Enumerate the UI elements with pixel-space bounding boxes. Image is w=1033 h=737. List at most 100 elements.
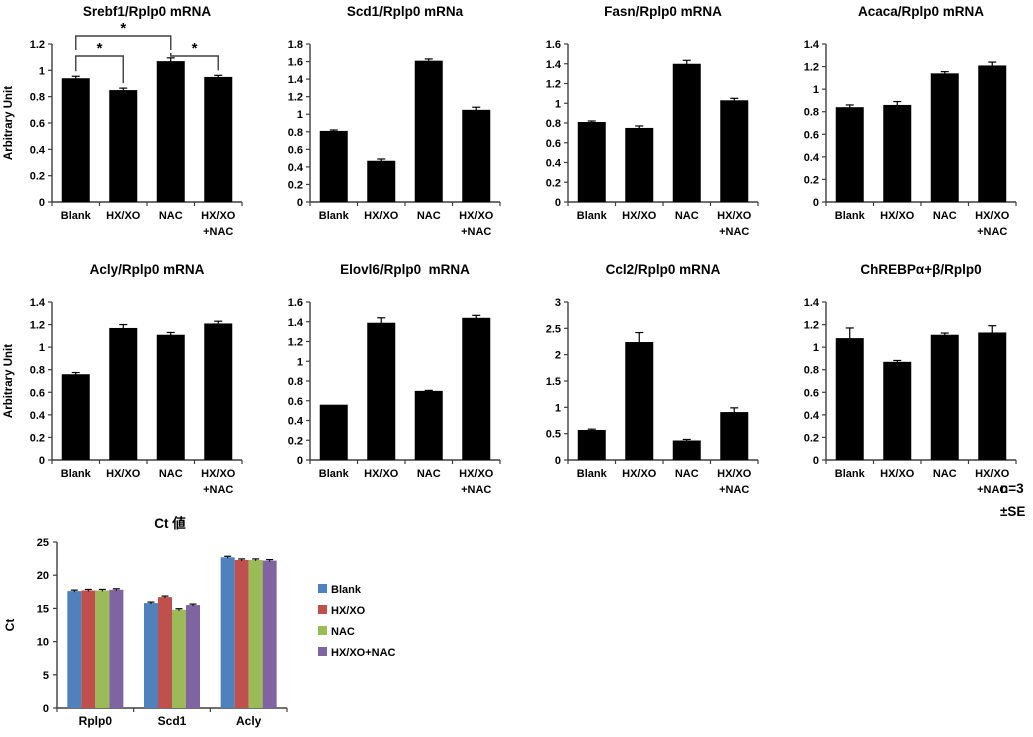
y-tick-label: 0.4 xyxy=(30,144,46,156)
chart-acaca-rplp0-mrna: Acaca/Rplp0 mRNA 0 0.2 0.4 0.6 0.8 1 1.2 1.4 Blan… xyxy=(774,0,1032,259)
y-tick-label: 1 xyxy=(813,342,819,354)
x-category-label: HX/XO xyxy=(622,210,657,222)
x-category-label: Blank xyxy=(61,468,92,480)
bar-HX/XO xyxy=(109,90,138,202)
y-tick-label: 1.4 xyxy=(288,74,304,86)
x-category-label: HX/XO xyxy=(622,468,657,480)
bar-HX/XO+NAC xyxy=(204,76,233,202)
y-tick-label: 1.4 xyxy=(804,297,820,309)
bar-NAC xyxy=(672,440,701,460)
legend-swatch-HX/XO+NAC xyxy=(318,647,327,656)
bar-HX/XO xyxy=(625,127,654,202)
bar-Acly-NAC xyxy=(248,559,263,708)
y-axis-label: Arbitrary Unit xyxy=(3,86,15,160)
y-tick-label: 1 xyxy=(555,402,561,414)
y-tick-label: 1.6 xyxy=(288,57,303,69)
y-tick-label: 1.4 xyxy=(30,297,46,309)
x-category-label: Blank xyxy=(61,210,92,222)
x-category-label: NAC xyxy=(675,468,699,480)
chart-scd1-rplp0-mrna: Scd1/Rplp0 mRNa 0 0.2 0.4 0.6 0.8 1 1.2 1.4 1.6 1.… xyxy=(258,0,516,259)
chart-title: Srebf1/Rplp0 mRNA xyxy=(83,4,212,19)
chart-svg-acly: Acly/Rplp0 mRNA Arbitrary Unit 0 0.2 0.4 0.6 0… xyxy=(3,262,243,496)
y-tick-label: 1.2 xyxy=(804,320,819,332)
x-category-label: HX/XO xyxy=(106,210,141,222)
chart-elovl6-rplp0-mrna: Elovl6/Rplp0 mRNA 0 0.2 0.4 0.6 0.8 1 1.2 1.4 1.6… xyxy=(258,258,516,517)
y-tick-label: 1.5 xyxy=(546,376,561,388)
y-tick-label: 0.8 xyxy=(288,127,303,139)
chart-svg-scd1: Scd1/Rplp0 mRNa 0 0.2 0.4 0.6 0.8 1 1.2 1.4 1.6 1.… xyxy=(288,4,501,238)
y-tick-label: 0.8 xyxy=(804,365,819,377)
y-tick-label: 0.4 xyxy=(30,410,46,422)
y-tick-label: 0.6 xyxy=(288,144,303,156)
x-category-label: HX/XO xyxy=(459,210,494,222)
chart-title: ChREBPα+β/Rplp0 xyxy=(860,262,981,277)
y-tick-label: 0.2 xyxy=(288,179,303,191)
bar-Rplp0-NAC xyxy=(95,590,110,708)
bar-Acly-Blank xyxy=(220,557,235,708)
x-category-label: NAC xyxy=(159,210,183,222)
bar-Scd1-Blank xyxy=(144,603,158,708)
chart-svg-elovl6: Elovl6/Rplp0 mRNA 0 0.2 0.4 0.6 0.8 1 1.2 1.4 1.6… xyxy=(288,262,501,496)
chart-svg-chrebp: ChREBPα+β/Rplp0 0 0.2 0.4 0.6 0.8 1 1.2 1.4 Blank… xyxy=(804,262,1017,496)
bar-HX/XO+NAC xyxy=(462,109,491,202)
bar-Blank xyxy=(835,338,864,460)
bar-HX/XO+NAC xyxy=(720,100,749,202)
chart-title: Acaca/Rplp0 mRNA xyxy=(858,4,984,19)
x-category-label: Blank xyxy=(319,210,350,222)
x-category-label: HX/XO xyxy=(459,468,494,480)
y-tick-label: 1 xyxy=(39,342,45,354)
y-tick-label: 0 xyxy=(813,455,819,467)
y-tick-label: 1.2 xyxy=(804,62,819,74)
y-tick-label: 0.6 xyxy=(30,118,45,130)
bar-HX/XO xyxy=(883,104,912,202)
y-tick-label: 0 xyxy=(297,197,303,209)
y-tick-label: 0.2 xyxy=(546,177,561,189)
chart-ct-values: Ct 値 Ct 0 5 10 15 20 25 Rplp0 Scd1 Acly Blank HX/XO N… xyxy=(0,512,520,737)
legend-label-HX/XO: HX/XO xyxy=(331,605,366,617)
chart-svg-ccl2: Ccl2/Rplp0 mRNA 0 0.5 1 1.5 2 2.5 3 Blank HX/XO NA… xyxy=(546,262,759,496)
x-category-label: HX/XO xyxy=(201,210,236,222)
x-category-label: +NAC xyxy=(719,226,749,238)
y-tick-label: 1 xyxy=(813,84,819,96)
bar-HX/XO+NAC xyxy=(204,323,233,460)
chart-title: Ccl2/Rplp0 mRNA xyxy=(606,262,721,277)
x-category-label: Blank xyxy=(319,468,350,480)
bar-HX/XO+NAC xyxy=(462,317,491,460)
stats-note: n=3 ±SE xyxy=(1000,477,1025,523)
significance-asterisk: * xyxy=(192,40,198,57)
bar-Blank xyxy=(319,404,348,460)
significance-bracket xyxy=(75,55,124,84)
x-category-label: Rplp0 xyxy=(79,714,113,728)
y-tick-label: 1 xyxy=(297,356,303,368)
x-category-label: +NAC xyxy=(203,484,233,496)
legend-swatch-NAC xyxy=(318,626,327,635)
bar-Blank xyxy=(61,374,90,460)
y-tick-label: 0.4 xyxy=(546,158,562,170)
y-tick-label: 20 xyxy=(37,570,49,582)
y-tick-label: 0.6 xyxy=(288,396,303,408)
bar-HX/XO xyxy=(625,342,654,460)
x-category-label: +NAC xyxy=(719,484,749,496)
bar-Scd1-NAC xyxy=(172,609,186,708)
chart-title: Fasn/Rplp0 mRNA xyxy=(604,4,722,19)
y-tick-label: 15 xyxy=(37,603,49,615)
y-tick-label: 0 xyxy=(43,703,49,715)
bar-Acly-HX/XO xyxy=(234,559,249,708)
chart-title: Scd1/Rplp0 mRNa xyxy=(347,4,464,19)
chart-chrebp-rplp0: ChREBPα+β/Rplp0 0 0.2 0.4 0.6 0.8 1 1.2 1.4 Blank… xyxy=(774,258,1032,517)
y-tick-label: 0 xyxy=(555,197,561,209)
x-category-label: Blank xyxy=(835,210,866,222)
y-tick-label: 1.6 xyxy=(288,297,303,309)
chart-srebf1-rplp0-mrna: Srebf1/Rplp0 mRNA Arbitrary Unit 0 0.2 0.4 0.… xyxy=(0,0,258,259)
x-category-label: +NAC xyxy=(977,484,1007,496)
y-tick-label: 1.4 xyxy=(546,59,562,71)
chart-svg-fasn: Fasn/Rplp0 mRNA 0 0.2 0.4 0.6 0.8 1 1.2 1.4 1.6 Bl… xyxy=(546,4,759,238)
chart-fasn-rplp0-mrna: Fasn/Rplp0 mRNA 0 0.2 0.4 0.6 0.8 1 1.2 1.4 1.6 Bl… xyxy=(516,0,774,259)
x-category-label: HX/XO xyxy=(201,468,236,480)
y-tick-label: 1 xyxy=(39,65,45,77)
legend-label-NAC: NAC xyxy=(331,626,355,638)
x-category-label: NAC xyxy=(675,210,699,222)
bar-Blank xyxy=(319,130,348,202)
y-tick-label: 0.6 xyxy=(30,387,45,399)
chart-svg-srebf1: Srebf1/Rplp0 mRNA Arbitrary Unit 0 0.2 0.4 0.… xyxy=(3,4,243,238)
